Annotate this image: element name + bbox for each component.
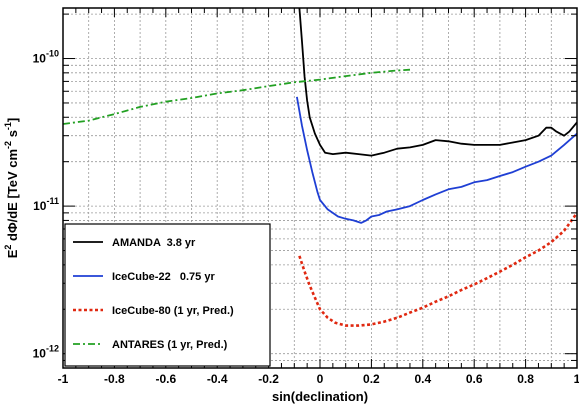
x-tick-label: -0.6: [155, 372, 176, 386]
legend-label-1: AMANDA 3.8 yr: [112, 237, 196, 249]
tick-labels: -1 -0.8 -0.6 -0.4 -0.2 0 0.2 0.4 0.6 0.8 1 10-12 10-…: [33, 49, 579, 386]
series-line-1: [298, 8, 577, 157]
x-tick-label: -0.8: [104, 372, 125, 386]
legend: AMANDA 3.8 yr IceCube-22 0.75 yr IceCube-8…: [64, 223, 271, 367]
y-axis-label: E2 dΦ/dE [TeV cm-2 s-1]: [3, 118, 20, 259]
legend-box: [64, 223, 271, 367]
x-tick-label: 0: [317, 372, 324, 386]
x-tick-label: 0.4: [414, 372, 431, 386]
legend-label-2: IceCube-22 0.75 yr: [112, 271, 215, 283]
grid-lines: [63, 8, 577, 368]
y-tick-label: 10-10: [33, 49, 59, 66]
x-tick-label: -0.2: [258, 372, 279, 386]
series-line-4: [63, 68, 411, 125]
series-lines: [63, 8, 577, 327]
x-tick-label: 0.6: [466, 372, 483, 386]
x-tick-label: 0.2: [363, 372, 380, 386]
x-tick-label: 1: [574, 372, 579, 386]
x-axis-label: sin(declination): [272, 389, 368, 404]
y-tick-label: 10-12: [33, 344, 59, 361]
legend-label-4: ANTARES (1 yr, Pred.): [112, 339, 228, 351]
series-line-3: [298, 212, 577, 327]
series-line-2: [296, 96, 577, 224]
legend-label-3: IceCube-80 (1 yr, Pred.): [112, 305, 234, 317]
y-tick-label: 10-11: [33, 196, 59, 213]
x-tick-label: -0.4: [207, 372, 228, 386]
x-tick-label: -1: [58, 372, 69, 386]
x-tick-label: 0.8: [517, 372, 534, 386]
